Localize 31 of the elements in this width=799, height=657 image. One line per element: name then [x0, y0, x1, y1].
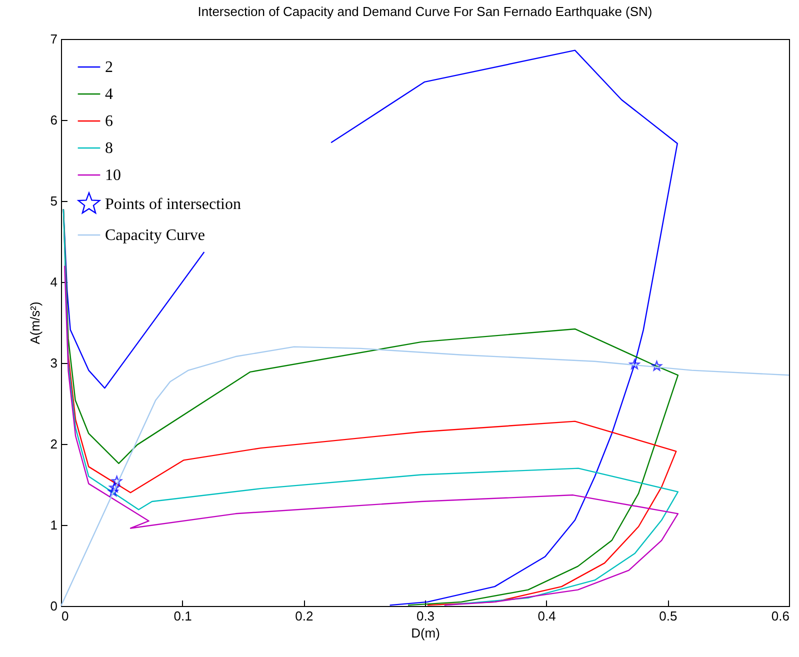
x-tick-label: 0.6: [771, 608, 790, 624]
y-tick-label: 3: [50, 356, 58, 370]
point: [108, 486, 118, 496]
y-axis-title: A(m/s²): [27, 302, 42, 344]
y-tick-label: 7: [50, 32, 58, 46]
point: [652, 360, 662, 371]
chart-title: Intersection of Capacity and Demand Curve For San Fernado Earthquake (SN): [198, 4, 652, 19]
y-tick-label: 0: [50, 598, 58, 614]
legend-label: 10: [105, 167, 121, 184]
y-tick-label: 5: [50, 194, 58, 208]
y-tick-label: 1: [50, 518, 58, 532]
x-axis-title: D(m): [411, 626, 440, 640]
legend-label: 4: [105, 86, 113, 103]
point: [109, 482, 120, 492]
y-tick-label: 4: [50, 274, 58, 290]
y-tick-label: 6: [50, 112, 58, 128]
x-tick-label: 0.4: [538, 608, 556, 624]
legend-label: 6: [105, 113, 113, 130]
x-tick-label: 0: [62, 608, 69, 624]
x-tick-label: 0.5: [659, 608, 678, 624]
legend-label: Capacity Curve: [105, 227, 205, 244]
point: [112, 476, 122, 486]
legend-label: 8: [105, 140, 113, 157]
y-tick-label: 2: [50, 436, 58, 452]
x-tick-label: 0.1: [174, 608, 192, 624]
legend-label: Points of intersection: [105, 196, 241, 213]
x-tick-label: 0.3: [416, 608, 435, 624]
x-tick-label: 0.2: [295, 608, 314, 624]
point: [629, 359, 640, 370]
legend-label: 2: [105, 59, 113, 76]
line-series: [60, 346, 790, 607]
